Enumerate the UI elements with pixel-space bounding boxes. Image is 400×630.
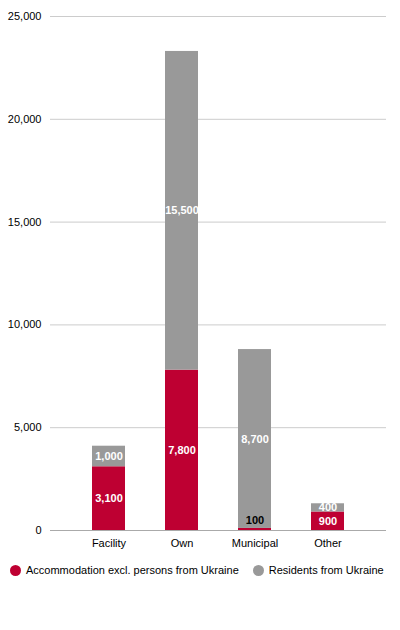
svg-text:Other: Other (314, 537, 342, 549)
svg-text:1,000: 1,000 (95, 450, 123, 462)
svg-text:15,500: 15,500 (165, 204, 199, 216)
html-text:Accommodation excl. persons fr: Accommodation excl. persons from Ukraine (26, 564, 239, 576)
svg-text:5,000: 5,000 (14, 421, 42, 433)
svg-text:Facility: Facility (92, 537, 127, 549)
svg-text:15,000: 15,000 (8, 216, 42, 228)
svg-text:7,800: 7,800 (168, 444, 196, 456)
svg-text:3,100: 3,100 (95, 492, 123, 504)
svg-text:25,000: 25,000 (8, 10, 42, 22)
html-text:Residents from Ukraine: Residents from Ukraine (268, 564, 384, 576)
svg-text:0: 0 (35, 524, 41, 536)
svg-text:Own: Own (171, 537, 194, 549)
svg-text:20,000: 20,000 (8, 113, 42, 125)
svg-text:10,000: 10,000 (8, 318, 42, 330)
svg-text:Municipal: Municipal (232, 537, 278, 549)
svg-text:400: 400 (319, 501, 337, 513)
svg-text:900: 900 (319, 515, 337, 527)
svg-text:8,700: 8,700 (241, 433, 269, 445)
svg-text:100: 100 (246, 514, 264, 526)
